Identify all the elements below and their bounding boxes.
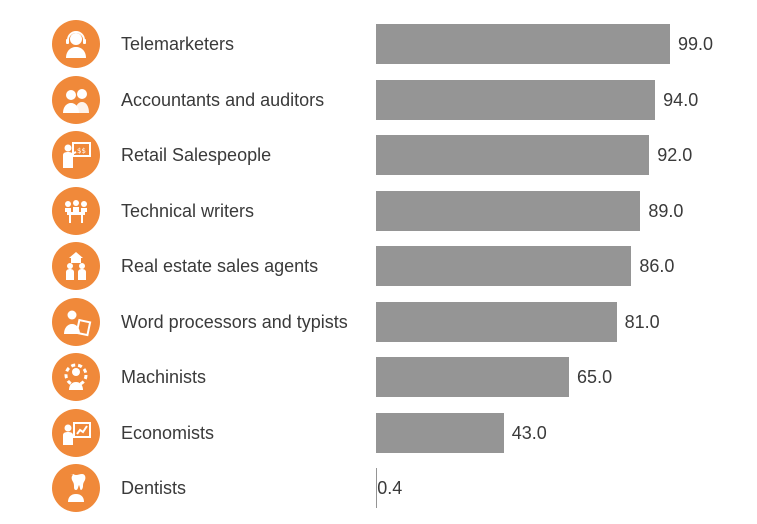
value-label: 99.0: [678, 34, 714, 54]
telemarketer-headset-icon: [52, 20, 100, 68]
bar: [376, 412, 504, 453]
accountants-people-icon: [52, 75, 100, 124]
bar: [376, 468, 378, 508]
value-label: 81.0: [624, 311, 660, 332]
chart-presenter-icon: [52, 408, 100, 457]
value-label: 65.0: [577, 367, 613, 387]
gear-worker-icon: [52, 353, 100, 401]
category-label: Economists: [121, 422, 215, 443]
meeting-table-icon: [52, 186, 100, 235]
value-label: 43.0: [511, 422, 547, 443]
value-label: 0.4: [377, 478, 403, 498]
bar: [376, 301, 617, 342]
value-label: 94.0: [663, 89, 699, 110]
bar: [376, 246, 632, 286]
bar: [376, 24, 671, 64]
category-label: Dentists: [121, 478, 187, 498]
bar: [376, 79, 656, 120]
value-label: 92.0: [657, 145, 693, 165]
category-label: Machinists: [121, 367, 207, 387]
category-label: Retail Salespeople: [121, 145, 272, 165]
value-label: 89.0: [648, 200, 684, 221]
dentist-tooth-icon: [52, 464, 100, 512]
value-label: 86.0: [639, 256, 675, 276]
bar: [376, 135, 650, 175]
bar: [376, 357, 570, 397]
presenter-board-icon: $$: [52, 131, 100, 179]
person-typing-icon: [52, 297, 100, 346]
svg-text:$$: $$: [77, 147, 86, 155]
category-label: Real estate sales agents: [121, 256, 319, 276]
category-label: Word processors and typists: [121, 311, 348, 332]
category-label: Technical writers: [121, 200, 255, 221]
category-label: Telemarketers: [121, 34, 235, 54]
house-family-icon: [52, 242, 100, 290]
bar: [376, 190, 641, 231]
category-label: Accountants and auditors: [121, 89, 325, 110]
